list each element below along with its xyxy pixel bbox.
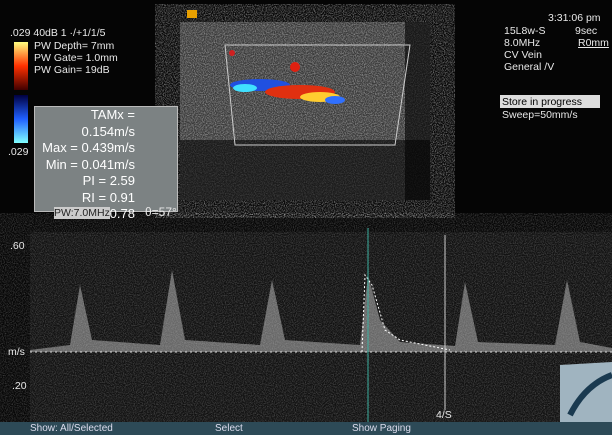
sweep: Sweep=50mm/s <box>502 109 578 121</box>
pw-frequency: PW:7.0MHz <box>54 207 110 219</box>
sweep-marker: 4/S <box>436 409 452 421</box>
color-bar <box>14 42 28 90</box>
unit: m/s <box>8 346 25 358</box>
toolbar: Show: All/Selected Select Show Paging <box>0 422 612 435</box>
status-line: .029 40dB 1 ·/+1/1/5 <box>10 27 105 39</box>
pw-depth: PW Depth= 7mm <box>34 40 114 52</box>
screen: .029 40dB 1 ·/+1/1/5 PW Depth= 7mm PW Ga… <box>0 0 612 435</box>
store-status: Store in progress <box>502 96 582 108</box>
measurement: Max = 0.439m/s <box>35 140 177 157</box>
angle: θ=57° <box>145 206 177 218</box>
measurement: TAMx = 0.154m/s <box>35 107 177 140</box>
depth: R0mm <box>578 37 609 49</box>
edge <box>405 22 430 200</box>
mode: General /V <box>504 61 554 73</box>
frequency: 8.0MHz <box>504 37 540 49</box>
toolbar-button[interactable]: Select <box>215 423 243 434</box>
time: 3:31:06 pm <box>548 12 601 24</box>
measurement: Min = 0.041m/s <box>35 157 177 174</box>
scale-low-spectrum: .20 <box>12 380 27 392</box>
pw-gain: PW Gain= 19dB <box>34 64 110 76</box>
preset: CV Vein <box>504 49 542 61</box>
color-bar <box>14 95 28 143</box>
measurement: RI = 0.91 <box>35 190 177 207</box>
shadow <box>180 140 430 200</box>
duration: 9sec <box>575 25 597 37</box>
marker-icon <box>187 10 197 18</box>
scale-low: .029 <box>8 146 28 158</box>
pw-gate: PW Gate= 1.0mm <box>34 52 118 64</box>
spectrum-noise <box>30 232 612 422</box>
transducer: 15L8w-S <box>504 25 545 37</box>
measurement: PI = 2.59 <box>35 173 177 190</box>
toolbar-button[interactable]: Show Paging <box>352 423 411 434</box>
scale-top: .60 <box>10 240 25 252</box>
toolbar-button[interactable]: Show: All/Selected <box>30 423 113 434</box>
